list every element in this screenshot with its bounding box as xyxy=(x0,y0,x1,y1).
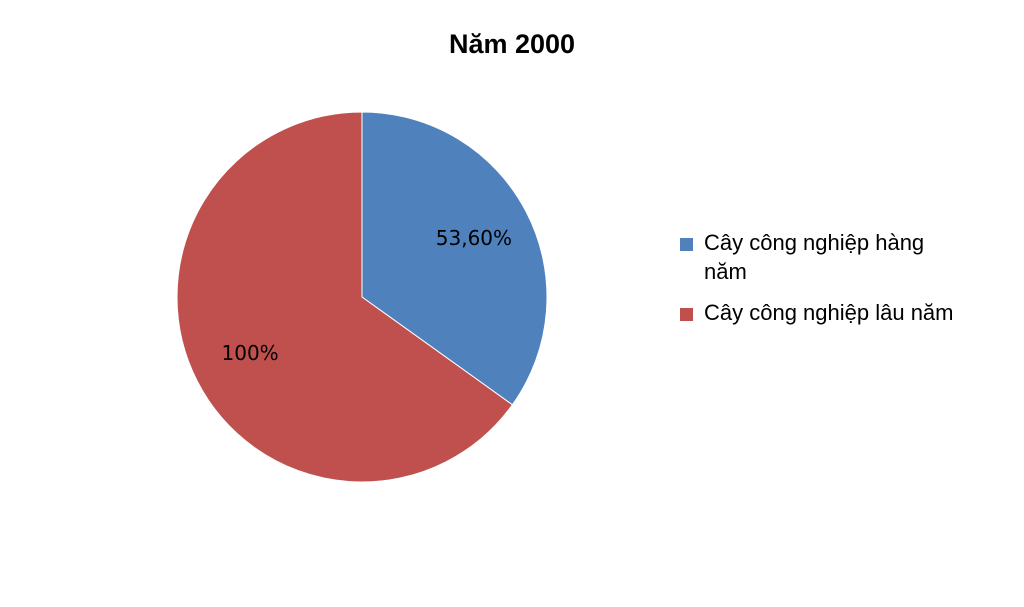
legend-swatch xyxy=(680,238,693,251)
legend-item: Cây công nghiệp lâu năm xyxy=(680,298,970,327)
legend-label: Cây công nghiệp lâu năm xyxy=(704,300,954,325)
legend-item: Cây công nghiệp hàng năm xyxy=(680,228,970,286)
pie-slice xyxy=(361,111,548,406)
pie-slice xyxy=(176,111,514,483)
chart-title: Năm 2000 xyxy=(449,29,575,59)
legend: Cây công nghiệp hàng năm Cây công nghiệp … xyxy=(680,228,970,339)
data-label: 53,60% xyxy=(436,226,512,250)
legend-swatch xyxy=(680,308,693,321)
legend-label: Cây công nghiệp hàng năm xyxy=(704,230,925,284)
data-label: 100% xyxy=(222,341,279,365)
